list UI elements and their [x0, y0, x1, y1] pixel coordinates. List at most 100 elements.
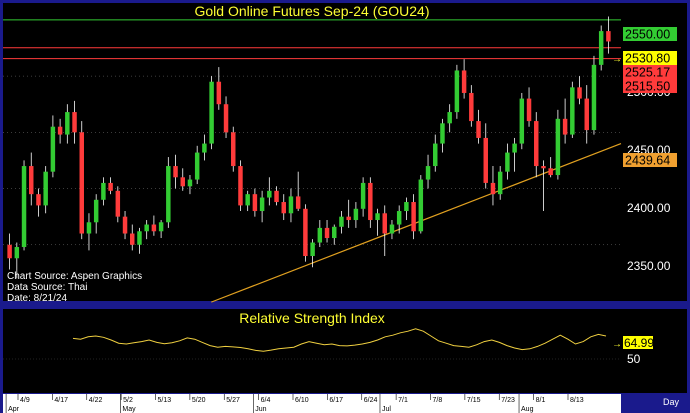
month-label: Jun [255, 406, 266, 413]
period-cell [621, 394, 687, 413]
rsi-panel[interactable] [3, 309, 621, 393]
candle-up [598, 31, 604, 65]
candle-down [281, 202, 286, 214]
candle-up [454, 70, 460, 113]
candle-down [606, 31, 611, 42]
candle-down [324, 227, 330, 239]
candle-up [43, 171, 48, 206]
candle-down [57, 126, 63, 135]
candle-up [418, 179, 424, 232]
candle-down [490, 182, 496, 195]
candle-down [534, 121, 539, 167]
candle-up [93, 199, 99, 223]
candle-up [187, 179, 193, 187]
candle-up [433, 143, 438, 167]
date-tick-label: 4/9 [20, 397, 30, 404]
date-tick-label: 5/27 [226, 397, 240, 404]
level-label-2525: 2525.17 [625, 66, 670, 80]
info-line: Data Source: Thai [7, 282, 87, 293]
y-tick: 2400.00 [627, 201, 671, 215]
rsi-value-bg [623, 336, 653, 349]
candle-down [526, 98, 532, 122]
month-label: May [122, 406, 136, 413]
candle-up [591, 64, 597, 131]
candle-up [259, 197, 265, 212]
chart-info: Chart Source: Aspen Graphics Data Source… [7, 271, 142, 304]
candle-down [584, 98, 589, 131]
candle-up [166, 166, 171, 223]
candle-up [447, 112, 452, 124]
rsi-axis [621, 309, 687, 393]
candle-up [158, 222, 164, 232]
date-tick-label: 6/10 [295, 397, 309, 404]
candle-up [86, 222, 92, 234]
rsi-arrow-icon: → [612, 339, 622, 350]
candle-down [238, 166, 243, 206]
date-axis [3, 394, 621, 413]
level-label-bg [623, 27, 677, 41]
rsi-line [72, 328, 607, 352]
candle-up [267, 190, 272, 198]
candle-down [382, 213, 387, 234]
candlestick-series [7, 16, 611, 279]
date-tick-label: 8/1 [536, 397, 546, 404]
last-price-arrow-icon: → [612, 54, 622, 65]
candle-up [512, 143, 517, 153]
candle-up [375, 213, 380, 221]
level-label-bg [623, 65, 677, 79]
candle-up [404, 202, 409, 212]
period-label[interactable]: Day [663, 397, 680, 407]
rsi-title: Relative Strength Index [239, 310, 385, 326]
candle-down [476, 121, 481, 138]
date-tick-label: 7/8 [433, 397, 443, 404]
date-tick-label: 5/2 [123, 397, 133, 404]
candle-up [425, 166, 431, 180]
candle-up [505, 152, 510, 172]
price-label-boxes: 2550.00 2530.80 2525.17 2515.50 2439.64 … [612, 27, 677, 168]
trendline-label-bg [623, 153, 677, 167]
candle-down [411, 202, 416, 232]
horizontal-levels [3, 19, 621, 60]
date-tick-label: 7/23 [501, 397, 515, 404]
rsi-value-label: 64.99 [624, 336, 654, 350]
last-price-label-bg [623, 51, 677, 65]
candle-up [332, 226, 337, 239]
candle-up [194, 152, 200, 180]
candle-down [122, 216, 128, 234]
date-tick-label: 5/20 [192, 397, 206, 404]
candle-up [497, 171, 503, 195]
candle-down [72, 112, 77, 133]
candle-down [151, 224, 157, 232]
candle-up [440, 123, 445, 144]
candle-down [115, 190, 121, 217]
candle-down [368, 182, 373, 221]
candle-down [29, 166, 34, 195]
candle-up [396, 211, 402, 225]
candle-down [295, 196, 301, 209]
candle-up [209, 81, 214, 144]
level-label-2550: 2550.00 [625, 28, 670, 42]
date-tick-label: 6/17 [329, 397, 343, 404]
date-tick-label: 6/24 [364, 397, 378, 404]
date-tick-label: 6/4 [261, 397, 271, 404]
date-tick-labels: 4/9 4/17 4/22 5/2 5/13 5/20 5/27 6/4 6/10 6/17 6/2… [5, 394, 584, 413]
candle-down [7, 244, 12, 259]
candle-down [469, 92, 474, 122]
candle-up [310, 242, 315, 257]
candle-up [570, 87, 575, 135]
date-tick-label: 7/1 [398, 397, 408, 404]
y-tick: 2350.00 [627, 259, 671, 273]
candle-up [353, 208, 359, 221]
candle-down [562, 118, 568, 135]
candle-down [173, 166, 178, 178]
candle-up [144, 224, 149, 232]
candle-up [389, 224, 395, 234]
candle-up [288, 196, 294, 214]
month-label: Apr [8, 406, 20, 413]
trendline-label: 2439.64 [625, 154, 670, 168]
info-line: Chart Source: Aspen Graphics [7, 271, 142, 282]
candle-down [108, 182, 113, 191]
level-label-bg [623, 79, 677, 93]
candle-up [137, 231, 142, 245]
